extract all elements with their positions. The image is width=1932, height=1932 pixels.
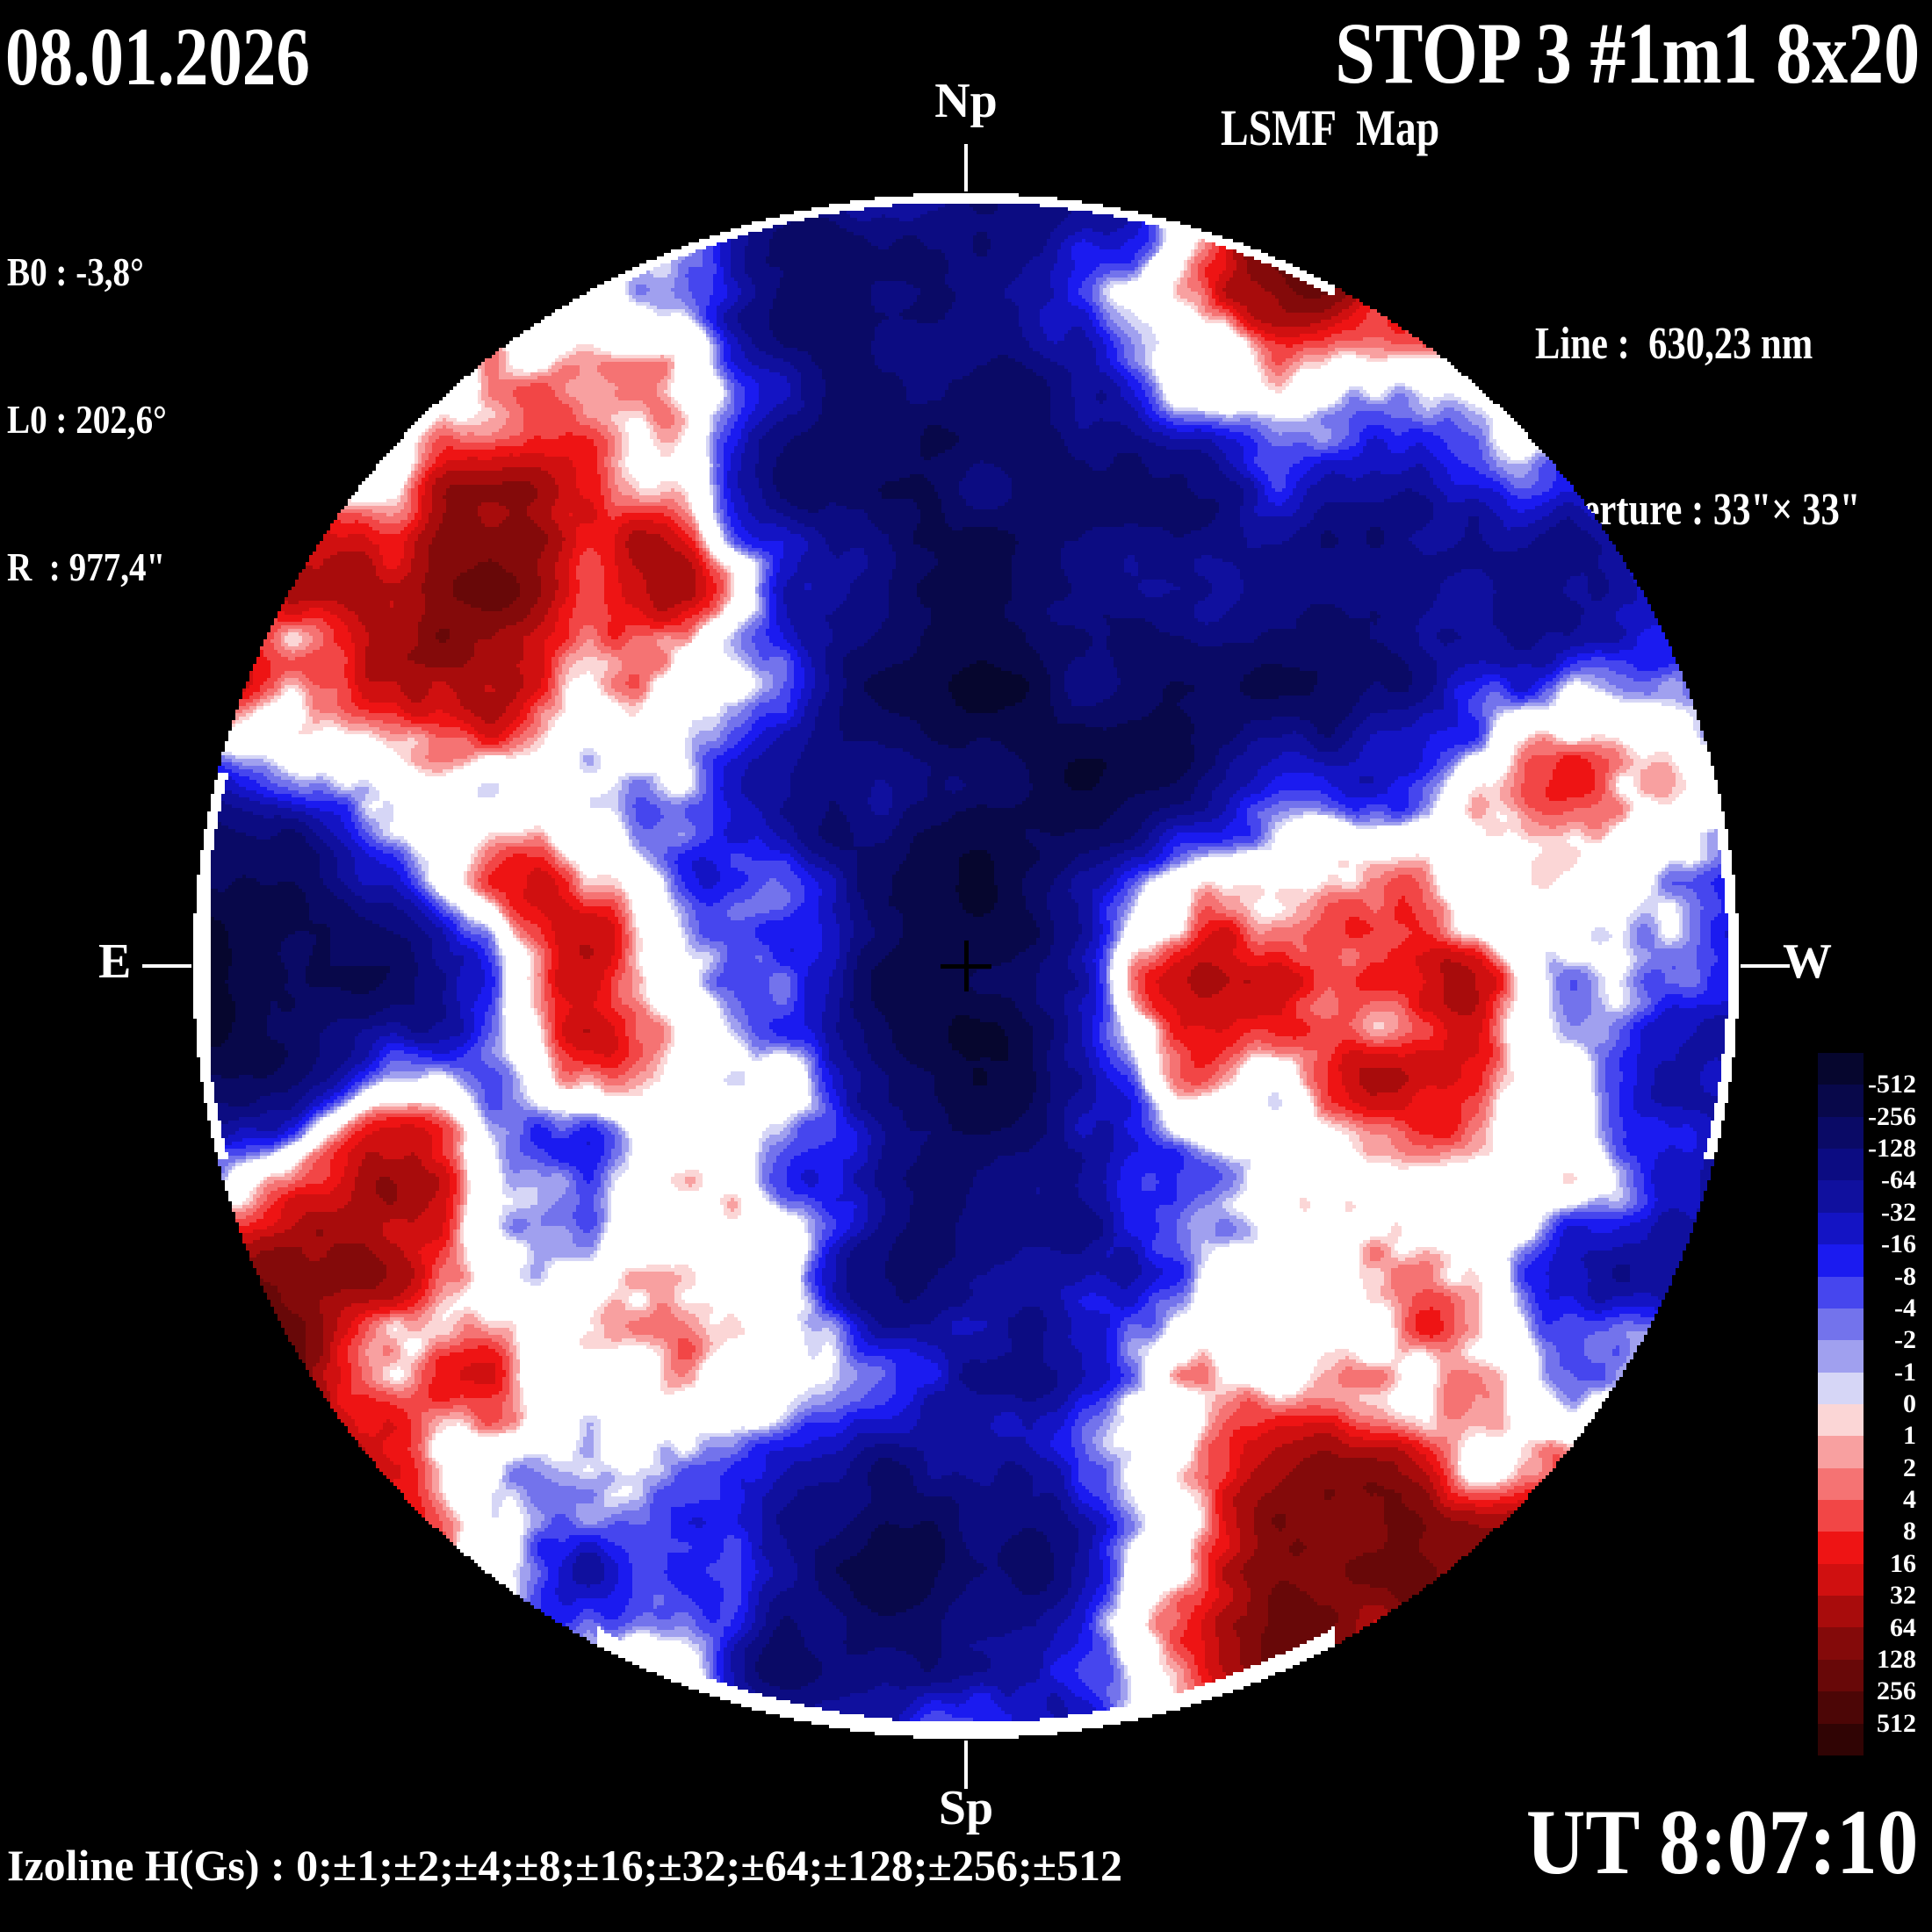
colorbar-tick-label: -512 bbox=[1868, 1070, 1916, 1099]
map-type-subtitle: LSMF Map bbox=[1221, 99, 1440, 156]
colorbar-tick-label: 8 bbox=[1903, 1517, 1916, 1546]
colorbar-segment bbox=[1818, 1723, 1864, 1755]
colorbar-tick-label: 64 bbox=[1890, 1612, 1916, 1642]
east-label: E bbox=[98, 934, 132, 989]
colorbar-segment bbox=[1818, 1596, 1864, 1628]
east-tick-line bbox=[142, 964, 191, 968]
colorbar-tick-label: -4 bbox=[1894, 1293, 1916, 1323]
colorbar-tick-label: 32 bbox=[1890, 1581, 1916, 1611]
param-l0: L0 : 202,6° bbox=[7, 397, 167, 442]
colorbar-segment bbox=[1818, 1116, 1864, 1150]
ephemeris-params: B0 : -3,8° L0 : 202,6° R : 977,4" bbox=[7, 149, 167, 641]
north-tick-line bbox=[964, 144, 968, 191]
colorbar-segment bbox=[1818, 1212, 1864, 1245]
colorbar-segment bbox=[1818, 1308, 1864, 1341]
disk-center-marker bbox=[964, 941, 969, 991]
observation-date: 08.01.2026 bbox=[5, 11, 310, 103]
colorbar-segment bbox=[1818, 1627, 1864, 1660]
colorbar-tick-label: 2 bbox=[1903, 1453, 1916, 1482]
north-pole-label: Np bbox=[934, 74, 998, 128]
colorbar-segment bbox=[1818, 1532, 1864, 1564]
colorbar-segment bbox=[1818, 1276, 1864, 1308]
colorbar-tick-label: 128 bbox=[1877, 1644, 1916, 1674]
colorbar-segment bbox=[1818, 1467, 1864, 1501]
colorbar-segment bbox=[1818, 1691, 1864, 1724]
colorbar-segment bbox=[1818, 1563, 1864, 1597]
south-tick-line bbox=[964, 1741, 968, 1789]
colorbar-tick-label: -128 bbox=[1868, 1134, 1916, 1164]
colorbar-tick-label: -256 bbox=[1868, 1101, 1916, 1131]
colorbar-tick-label: 1 bbox=[1903, 1421, 1916, 1451]
colorbar-tick-label: -8 bbox=[1894, 1261, 1916, 1291]
colorbar-segment bbox=[1818, 1659, 1864, 1692]
colorbar-segment bbox=[1818, 1500, 1864, 1532]
colorbar-tick-label: -2 bbox=[1894, 1325, 1916, 1355]
colorbar-tick-label: -16 bbox=[1881, 1229, 1916, 1259]
param-radius: R : 977,4" bbox=[7, 544, 166, 589]
colorbar-tick-label: 512 bbox=[1877, 1708, 1916, 1738]
colorbar-tick-label: 256 bbox=[1877, 1676, 1916, 1706]
colorbar-segment bbox=[1818, 1149, 1864, 1181]
colorbar-segment bbox=[1818, 1053, 1864, 1085]
param-b0: B0 : -3,8° bbox=[7, 249, 144, 294]
colorbar-tick-label: 4 bbox=[1903, 1485, 1916, 1515]
izoline-levels-caption: Izoline H(Gs) : 0;±1;±2;±4;±8;±16;±32;±6… bbox=[7, 1841, 1123, 1890]
colorbar-tick-label: 0 bbox=[1903, 1389, 1916, 1418]
colorbar-segment bbox=[1818, 1340, 1864, 1373]
west-label: W bbox=[1783, 934, 1832, 989]
universal-time: UT 8:07:10 bbox=[1525, 1791, 1918, 1893]
colorbar-segment bbox=[1818, 1403, 1864, 1437]
colorbar-segment bbox=[1818, 1244, 1864, 1277]
colorbar-segment bbox=[1818, 1436, 1864, 1468]
colorbar-tick-labels: -512 -256 -128 -64 -32 -16 -8 -4 -2 -1 0 1 2 4 8 16 32 64… bbox=[1864, 1053, 1916, 1755]
instrument-title: STOP 3 #1m1 8x20 bbox=[1335, 4, 1920, 102]
colorbar-segment bbox=[1818, 1180, 1864, 1213]
colorbar-segment bbox=[1818, 1085, 1864, 1117]
south-pole-label: Sp bbox=[938, 1781, 994, 1835]
colorbar-tick-label: -1 bbox=[1894, 1357, 1916, 1387]
colorbar bbox=[1818, 1053, 1864, 1755]
colorbar-tick-label: -64 bbox=[1881, 1165, 1916, 1195]
colorbar-tick-label: -32 bbox=[1881, 1197, 1916, 1227]
colorbar-tick-label: 16 bbox=[1890, 1548, 1916, 1578]
west-tick-line bbox=[1741, 964, 1790, 968]
colorbar-segment bbox=[1818, 1372, 1864, 1404]
